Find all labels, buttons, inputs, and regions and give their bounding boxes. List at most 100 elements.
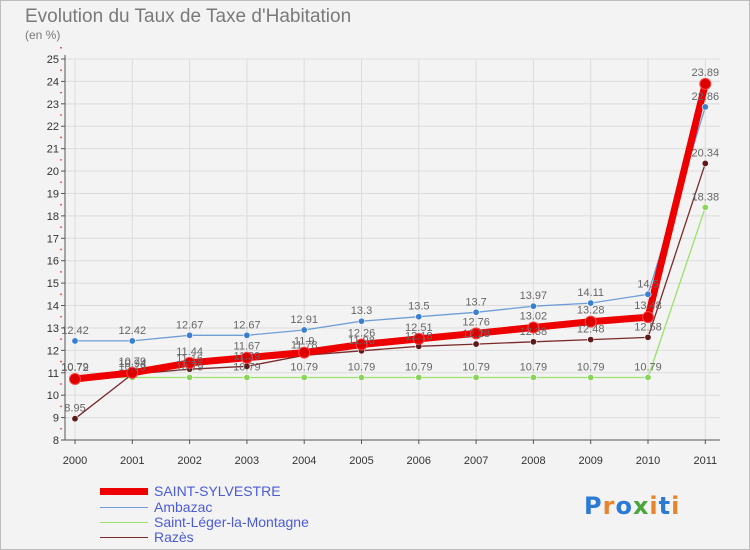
data-point-saint-l-ger-la-montagne — [357, 373, 365, 381]
data-point-ambazac — [644, 290, 652, 298]
grid-lines — [65, 58, 720, 441]
y-tick-label: 16 — [47, 256, 59, 268]
data-label-saint-l-ger-la-montagne: 10.79 — [577, 361, 605, 373]
minor-tick — [60, 383, 62, 385]
data-label-ambazac: 12.67 — [176, 319, 204, 331]
logo-letter: P — [584, 492, 603, 520]
legend-item-ambazac: Ambazac — [100, 499, 420, 516]
data-point-saint-sylvestre — [240, 351, 253, 364]
data-point-raz-s — [587, 336, 595, 344]
legend-swatch-ambazac — [100, 507, 148, 508]
data-point-saint-sylvestre — [584, 315, 597, 328]
data-label-saint-sylvestre: 13.28 — [577, 305, 605, 317]
data-label-ambazac: 12.67 — [233, 319, 261, 331]
minor-tick — [60, 114, 62, 116]
data-label-ambazac: 14.5 — [637, 278, 658, 290]
data-point-raz-s — [71, 415, 79, 423]
data-point-saint-l-ger-la-montagne — [644, 373, 652, 381]
x-tick-label: 2005 — [349, 455, 373, 467]
chart-subtitle: (en %) — [25, 28, 61, 42]
y-tick-label: 25 — [47, 54, 59, 66]
x-tick-label: 2000 — [63, 455, 87, 467]
data-point-saint-sylvestre — [183, 356, 196, 369]
data-point-ambazac — [71, 337, 79, 345]
series-lines — [71, 80, 709, 420]
data-label-saint-l-ger-la-montagne: 10.79 — [634, 361, 662, 373]
y-tick-label: 13 — [47, 323, 59, 335]
data-point-saint-sylvestre — [69, 373, 81, 386]
y-tick-label: 15 — [47, 278, 59, 290]
data-point-saint-sylvestre — [527, 321, 540, 334]
data-label-saint-l-ger-la-montagne: 10.79 — [61, 361, 89, 373]
x-tick-label: 2010 — [636, 455, 660, 467]
y-tick-label: 12 — [47, 345, 59, 357]
y-tick-label: 20 — [47, 166, 59, 178]
legend-item-saint-leger: Saint-Léger-la-Montagne — [100, 514, 420, 531]
minor-tick — [60, 69, 62, 72]
x-tick-label: 2007 — [464, 455, 488, 467]
data-point-saint-sylvestre — [642, 311, 654, 324]
minor-tick — [60, 405, 62, 408]
data-label-raz-s: 12.18 — [405, 330, 433, 342]
axes — [60, 46, 720, 444]
chart-title: Evolution du Taux de Taxe d'Habitation — [25, 6, 352, 27]
data-label-saint-sylvestre: 12.51 — [405, 322, 433, 334]
minor-tick — [60, 136, 62, 139]
data-point-saint-l-ger-la-montagne — [415, 373, 423, 381]
x-tick-label: 2008 — [521, 455, 545, 467]
data-label-raz-s: 11.98 — [348, 335, 375, 347]
y-tick-label: 23 — [47, 99, 59, 111]
data-point-saint-sylvestre — [298, 346, 311, 359]
data-label-saint-sylvestre: 11.9 — [294, 336, 315, 348]
y-tick-label: 18 — [47, 211, 59, 223]
logo-letter: x — [632, 492, 650, 520]
y-tick-label: 21 — [47, 144, 59, 156]
data-point-ambazac — [587, 299, 595, 307]
data-label-ambazac: 12.42 — [119, 325, 147, 337]
minor-tick — [60, 293, 62, 296]
legend-swatch-saint-leger — [100, 522, 148, 523]
data-point-saint-l-ger-la-montagne — [529, 373, 537, 381]
data-point-raz-s — [472, 340, 480, 348]
x-tick-label: 2011 — [693, 455, 717, 467]
y-tick-label: 17 — [47, 233, 59, 245]
data-point-saint-l-ger-la-montagne — [701, 203, 709, 211]
logo-letter: i — [649, 492, 659, 520]
data-label-ambazac: 12.91 — [290, 314, 318, 326]
legend-label-ambazac: Ambazac — [154, 499, 213, 515]
series-line-saint-sylvestre — [71, 80, 709, 383]
x-tick-label: 2006 — [407, 455, 431, 467]
data-point-saint-l-ger-la-montagne — [243, 373, 251, 381]
data-label-ambazac: 12.42 — [61, 325, 89, 337]
data-label-saint-l-ger-la-montagne: 18.38 — [692, 191, 720, 203]
data-label-saint-sylvestre: 13.02 — [520, 310, 548, 322]
y-tick-label: 14 — [47, 301, 59, 313]
data-label-raz-s: 11.78 — [291, 339, 318, 351]
logo-letter: o — [615, 492, 633, 520]
data-label-saint-sylvestre: 12.76 — [462, 316, 490, 328]
data-label-raz-s: 12.38 — [520, 326, 548, 338]
data-label-saint-l-ger-la-montagne: 10.79 — [405, 361, 433, 373]
data-label-saint-l-ger-la-montagne: 10.79 — [520, 361, 548, 373]
data-label-saint-sylvestre: 23.89 — [692, 67, 720, 79]
y-tick-label: 24 — [47, 76, 59, 88]
logo-letter: r — [602, 492, 616, 520]
data-point-ambazac — [186, 331, 194, 339]
data-point-saint-l-ger-la-montagne — [300, 373, 308, 381]
data-point-ambazac — [243, 331, 251, 339]
data-label-saint-sylvestre: 12.26 — [348, 328, 376, 340]
data-label-saint-l-ger-la-montagne: 10.79 — [233, 361, 261, 373]
data-point-saint-sylvestre — [470, 327, 483, 340]
data-label-raz-s: 12.28 — [462, 328, 490, 340]
minor-tick — [60, 158, 62, 161]
data-label-saint-sylvestre: 13.48 — [634, 300, 662, 312]
y-tick-label: 10 — [47, 390, 59, 402]
data-point-saint-sylvestre — [126, 366, 139, 379]
minor-tick — [60, 271, 62, 273]
data-points — [69, 77, 712, 423]
data-label-saint-sylvestre: 11.44 — [176, 346, 203, 358]
data-label-raz-s: 12.58 — [634, 321, 662, 333]
legend-swatch-saint-sylvestre — [100, 488, 148, 495]
